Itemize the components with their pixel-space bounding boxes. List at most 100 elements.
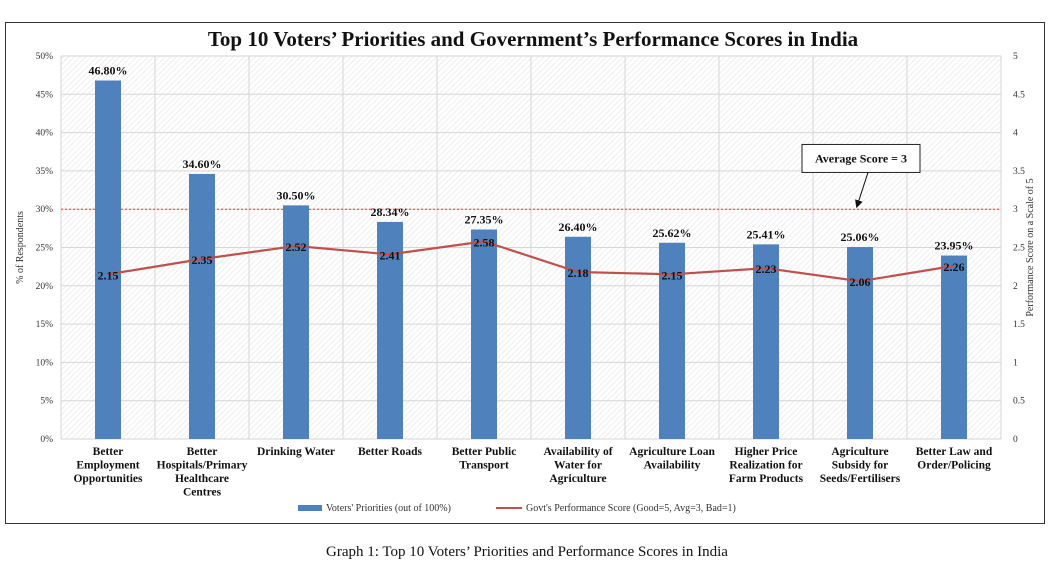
- x-tick-label-line: Order/Policing: [917, 460, 991, 472]
- x-tick-label-line: Availability of: [543, 446, 612, 458]
- y2-tick-label: 1: [1013, 358, 1018, 368]
- x-tick-label-line: Higher Price: [735, 446, 798, 458]
- bar: [565, 236, 591, 439]
- x-tick-label-line: Agriculture: [831, 446, 888, 458]
- x-tick-label-line: Hospitals/Primary: [157, 460, 248, 472]
- bar: [941, 255, 967, 439]
- line-value-label: 2.26: [944, 260, 965, 274]
- line-value-label: 2.41: [380, 248, 401, 262]
- x-tick-label-line: Better: [187, 446, 218, 458]
- y2-tick-label: 2.5: [1013, 244, 1025, 254]
- performance-line: [107, 240, 955, 283]
- x-tick-label-line: Farm Products: [729, 473, 804, 485]
- legend: Voters' Priorities (out of 100%) Govt's P…: [298, 503, 736, 514]
- bar-value-label: 28.34%: [371, 205, 410, 219]
- y-tick-label: 10%: [36, 358, 54, 368]
- bar: [95, 80, 121, 440]
- annotation-arrow: [855, 172, 869, 209]
- x-tick-label: Better Public Transport: [452, 446, 517, 472]
- x-tick-label: Availability of Water for Agriculture: [543, 446, 612, 485]
- bar: [753, 244, 779, 439]
- y-tick-label: 30%: [36, 205, 54, 215]
- bar-value-label: 30.50%: [277, 188, 316, 202]
- bar-value-label: 25.41%: [747, 227, 786, 241]
- chart-title: Top 10 Voters’ Priorities and Government…: [208, 27, 859, 51]
- bar-value-label: 26.40%: [559, 220, 598, 234]
- y2-tick-label: 2: [1013, 282, 1018, 292]
- y-tick-label: 45%: [36, 90, 54, 100]
- y-tick-label: 0%: [40, 435, 53, 445]
- x-tick-label: Agriculture Loan Availability: [629, 446, 715, 472]
- line-value-label: 2.15: [662, 268, 683, 282]
- x-tick-label-line: Water for: [554, 460, 602, 472]
- line-value-label: 2.52: [286, 240, 307, 254]
- x-tick-label-line: Subsidy for: [832, 460, 889, 472]
- x-tick-label-line: Employment: [76, 460, 139, 472]
- x-tick-label-line: Drinking Water: [257, 446, 335, 458]
- y2-tick-label: 5: [1013, 52, 1018, 62]
- line-value-label: 2.06: [850, 275, 871, 289]
- y2-axis-title: Performance Score on a Scale of 5: [1025, 178, 1036, 316]
- x-tick-label-line: Better: [93, 446, 124, 458]
- x-tick-labels: Better Employment Opportunities Better Hospi…: [73, 446, 992, 499]
- x-tick-label-line: Opportunities: [73, 473, 143, 485]
- x-tick-label-line: Healthcare: [175, 473, 229, 485]
- y2-tick-label: 1.5: [1013, 320, 1025, 330]
- y2-tick-label: 3.5: [1013, 167, 1025, 177]
- line-value-label: 2.23: [756, 262, 777, 276]
- annotation-box: [801, 143, 921, 173]
- y-tick-label: 5%: [40, 397, 53, 407]
- y2-tick-label: 0.5: [1013, 397, 1025, 407]
- x-tick-label-line: Agriculture: [549, 473, 606, 485]
- legend-label-line: Govt's Performance Score (Good=5, Avg=3,…: [526, 503, 736, 514]
- x-tick-label-line: Better Roads: [358, 446, 423, 458]
- bar-value-label: 27.35%: [465, 212, 504, 226]
- line-value-label: 2.58: [474, 235, 495, 249]
- y2-tick-label: 3: [1013, 205, 1018, 215]
- x-tick-label-line: Realization for: [729, 460, 802, 472]
- bar: [189, 173, 215, 440]
- y2-tick-label: 4: [1013, 129, 1018, 139]
- line-series: [107, 240, 955, 283]
- y2-tick-label: 4.5: [1013, 90, 1025, 100]
- y-tick-label: 50%: [36, 52, 54, 62]
- gridlines: [60, 55, 1002, 440]
- y-tick-label: 35%: [36, 167, 54, 177]
- y-tick-label: 15%: [36, 320, 54, 330]
- data-labels: 46.80% 34.60% 30.50% 28.34% 27.35% 26.40% 25.6…: [89, 64, 974, 290]
- chart: Top 10 Voters’ Priorities and Government…: [15, 27, 1036, 514]
- bar: [377, 221, 403, 439]
- line-value-label: 2.35: [192, 253, 213, 267]
- bar-series: [95, 80, 967, 440]
- line-value-label: 2.15: [98, 268, 119, 282]
- x-tick-label: Better Employment Opportunities: [73, 446, 143, 485]
- figure-caption: Graph 1: Top 10 Voters’ Priorities and P…: [326, 544, 728, 560]
- chart-frame: Top 10 Voters’ Priorities and Government…: [5, 22, 1045, 524]
- bar: [471, 229, 497, 439]
- x-tick-label-line: Centres: [183, 487, 222, 499]
- bar-value-label: 23.95%: [935, 239, 974, 253]
- bar-value-label: 46.80%: [89, 64, 128, 78]
- y-tick-label: 40%: [36, 129, 54, 139]
- bar-value-label: 25.06%: [841, 230, 880, 244]
- legend-label-bars: Voters' Priorities (out of 100%): [326, 503, 451, 514]
- bar: [659, 242, 685, 439]
- x-tick-label: Drinking Water: [257, 446, 335, 458]
- x-tick-label-line: Transport: [459, 460, 509, 472]
- annotation: Average Score = 3: [801, 143, 921, 209]
- y-tick-label: 20%: [36, 282, 54, 292]
- bar: [283, 205, 309, 439]
- bar-value-label: 25.62%: [653, 226, 692, 240]
- x-tick-label-line: Availability: [644, 460, 701, 472]
- y-tick-label: 25%: [36, 244, 54, 254]
- axes: 0% 5% 10% 15% 20% 25% 30% 35% 40% 45% 50% 0 0.5 1 1.5 2…: [15, 52, 1036, 445]
- x-tick-label-line: Better Public: [452, 446, 517, 458]
- x-tick-label: Higher Price Realization for Farm Products: [729, 446, 804, 485]
- x-tick-label-line: Better Law and: [916, 446, 993, 458]
- x-tick-label-line: Agriculture Loan: [629, 446, 715, 458]
- y2-tick-label: 0: [1013, 435, 1018, 445]
- y-axis-title: % of Respondents: [15, 211, 26, 284]
- x-tick-label: Better Law and Order/Policing: [916, 446, 993, 472]
- annotation-text: Average Score = 3: [815, 151, 907, 165]
- x-tick-label: Agriculture Subsidy for Seeds/Fertilisers: [820, 446, 901, 485]
